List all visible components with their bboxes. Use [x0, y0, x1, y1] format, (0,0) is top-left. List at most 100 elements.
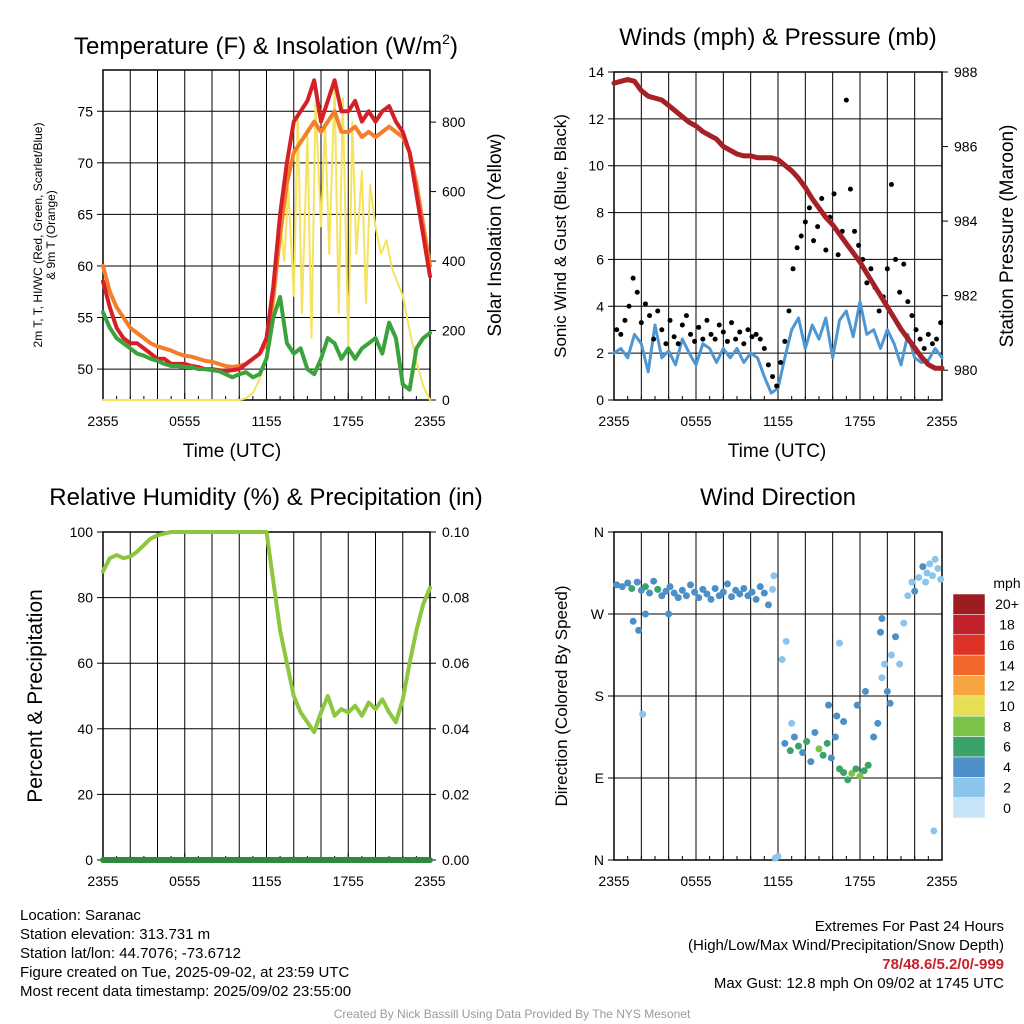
colorbar-swatch: [952, 614, 986, 635]
x-tick-label: 0555: [169, 413, 200, 429]
direction-point: [900, 619, 908, 627]
extremes-subtitle: (High/Low/Max Wind/Precipitation/Snow De…: [688, 937, 1004, 954]
gust-point: [917, 336, 923, 342]
gust-point: [708, 331, 714, 337]
direction-point: [678, 586, 686, 594]
gust-point: [683, 313, 689, 319]
direction-point: [629, 617, 637, 625]
x-tick-label: 2355: [926, 873, 957, 889]
x-tick-label: 2355: [598, 413, 629, 429]
gust-point: [720, 329, 726, 335]
direction-point: [864, 761, 872, 769]
direction-point: [770, 572, 778, 580]
direction-point: [815, 745, 823, 753]
colorbar-label: 8: [1003, 718, 1011, 734]
gust-point: [765, 362, 771, 368]
colorbar-label: 10: [999, 698, 1015, 714]
direction-point: [874, 719, 882, 727]
colorbar-swatch: [952, 675, 986, 697]
direction-point: [670, 589, 678, 597]
station-elevation: Station elevation: 313.731 m: [20, 926, 211, 943]
direction-point: [840, 769, 848, 777]
extremes-values: 78/48.6/5.2/0/-999: [882, 956, 1004, 973]
y-tick-label: W: [591, 606, 605, 622]
direction-point: [831, 733, 839, 741]
direction-point: [774, 852, 782, 860]
gust-point: [806, 205, 812, 211]
y-tick-label: 75: [77, 103, 93, 119]
direction-point: [934, 564, 942, 572]
x-tick-label: 2355: [87, 873, 118, 889]
x-tick-label: 1755: [333, 873, 364, 889]
temperature-ylabel-line2: & 9m T (Orange): [44, 190, 58, 280]
direction-point: [915, 574, 923, 582]
gust-point: [794, 245, 800, 251]
colorbar-label: 4: [1003, 759, 1011, 775]
colorbar-label: 6: [1003, 739, 1011, 755]
y-tick-label: 14: [588, 64, 604, 80]
temperature-title: Temperature (F) & Insolation (W/m2): [74, 31, 458, 60]
direction-point: [790, 733, 798, 741]
colorbar-title: mph: [993, 575, 1020, 591]
gust-point: [700, 336, 706, 342]
gust-point: [614, 327, 620, 333]
gust-point: [913, 327, 919, 333]
direction-point: [641, 610, 649, 618]
temperature-ylabel-line1: 2m T, T, HI/WC (Red, Green, Scarlet/Blue…: [31, 123, 45, 348]
gust-point: [663, 341, 669, 347]
gust-point: [811, 238, 817, 244]
gust-point: [618, 331, 624, 337]
y-tick-label: N: [594, 852, 604, 868]
direction-point: [707, 595, 715, 603]
humidity-ylabel: Percent & Precipitation: [24, 589, 47, 803]
y2-tick-label: 200: [442, 323, 466, 339]
direction-point: [904, 592, 912, 600]
wind-title: Winds (mph) & Pressure (mb): [619, 24, 936, 51]
gust-point: [819, 196, 825, 202]
direction-point: [827, 754, 835, 762]
direction-point: [781, 739, 789, 747]
gust-point: [868, 266, 874, 272]
direction-point: [786, 747, 794, 755]
extremes-title: Extremes For Past 24 Hours: [814, 918, 1004, 935]
colorbar-swatch: [952, 695, 986, 717]
direction-point: [699, 585, 707, 593]
direction-point: [778, 656, 786, 664]
direction-point: [769, 585, 777, 593]
y-tick-label: 40: [77, 721, 93, 737]
direction-point: [695, 594, 703, 602]
y-tick-label: 12: [588, 111, 604, 127]
gust-point: [774, 383, 780, 389]
direction-point: [654, 585, 662, 593]
direction-point: [819, 751, 827, 759]
gust-point: [679, 322, 685, 328]
direction-point: [807, 758, 815, 766]
gust-point: [790, 266, 796, 272]
gust-point: [741, 341, 747, 347]
y-tick-label: 60: [77, 258, 93, 274]
direction-point: [930, 827, 938, 835]
y-tick-label: 60: [77, 655, 93, 671]
plot-frame: [613, 71, 943, 401]
colorbar-swatch: [952, 634, 986, 656]
gust-point: [798, 233, 804, 239]
colorbar-label: 2: [1003, 779, 1011, 795]
x-tick-label: 1755: [333, 413, 364, 429]
direction-point: [825, 701, 833, 709]
gust-point: [712, 336, 718, 342]
y-tick-label: 6: [596, 251, 604, 267]
direction-point: [926, 560, 934, 568]
insolation-ylabel: Solar Insolation (Yellow): [485, 133, 506, 336]
direction-point: [803, 738, 811, 746]
gust-point: [651, 336, 657, 342]
direction-point: [723, 580, 731, 588]
gust-point: [692, 338, 698, 344]
wind-plot-area: 2355 0555 1155 1755 2355 0 2 4 6 8 10 12 14 980 982 984…: [588, 64, 977, 429]
direction-point: [848, 769, 856, 777]
direction-point: [892, 633, 900, 641]
humidity-panel: Relative Humidity (%) & Precipitation (i…: [24, 484, 483, 889]
figure-created: Figure created on Tue, 2025-09-02, at 23…: [20, 964, 350, 981]
direction-point: [878, 674, 886, 682]
station-latlon: Station lat/lon: 44.7076; -73.6712: [20, 945, 242, 962]
direction-point: [896, 660, 904, 668]
